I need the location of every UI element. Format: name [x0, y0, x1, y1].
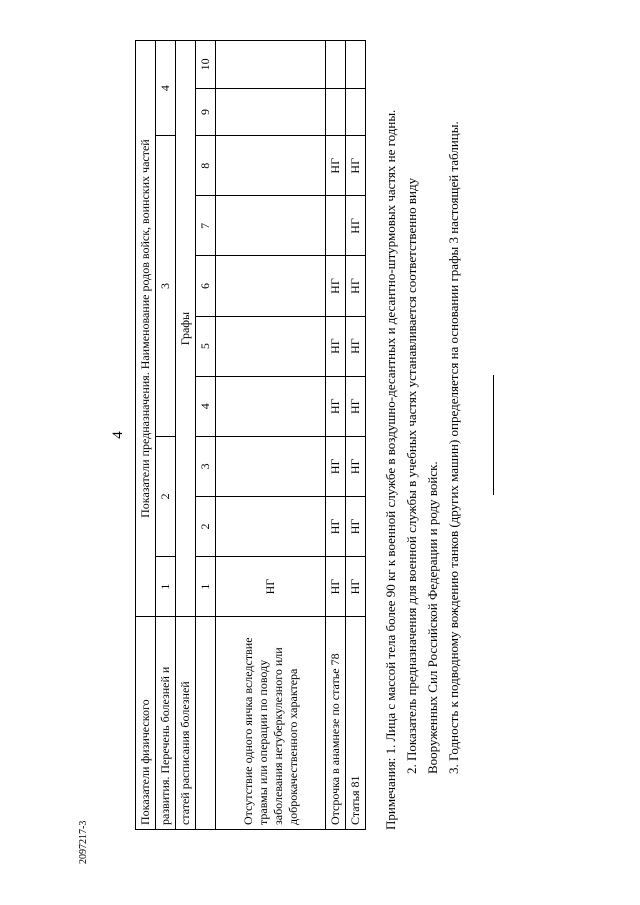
ra-c7 — [216, 196, 326, 256]
hn-6: 6 — [196, 256, 216, 316]
hdr-g1: 1 — [156, 557, 176, 617]
r78-c3: НГ — [326, 436, 346, 496]
r78-c2: НГ — [326, 496, 346, 556]
r81-c1: НГ — [346, 557, 366, 617]
r78-c1: НГ — [326, 557, 346, 617]
r78-c8: НГ — [326, 136, 346, 196]
hdr-label-3: статей расписания болезней — [176, 617, 196, 830]
hn-8: 8 — [196, 136, 216, 196]
ra-c6 — [216, 256, 326, 316]
note-2a: 2. Показатель предназначения для военной… — [403, 40, 422, 830]
ra-c9 — [216, 88, 326, 136]
r78-c9 — [326, 88, 346, 136]
page-number: 4 — [110, 40, 127, 830]
r78-c10 — [326, 41, 346, 89]
row-absence: Отсутствие одного яичка вследствие травм… — [216, 41, 326, 830]
r78-c6: НГ — [326, 256, 346, 316]
r81-c5: НГ — [346, 316, 366, 376]
r81-c4: НГ — [346, 376, 366, 436]
r81-c3: НГ — [346, 436, 366, 496]
notes-lead: Примечания: — [383, 758, 398, 830]
hn-4: 4 — [196, 376, 216, 436]
hn-9: 9 — [196, 88, 216, 136]
r78-c7 — [326, 196, 346, 256]
row-78: Отсрочка в анамнезе по статье 78 НГ НГ Н… — [326, 41, 346, 830]
hn-10: 10 — [196, 41, 216, 89]
hdr-span-title: Показатели предназначения. Наименование … — [136, 41, 156, 617]
notes: Примечания: 1. Лица с массой тела более … — [382, 40, 463, 830]
r81-c6: НГ — [346, 256, 366, 316]
hdr-g4: 4 — [156, 41, 176, 136]
row-81: Статья 81 НГ НГ НГ НГ НГ НГ НГ НГ — [346, 41, 366, 830]
r81-c2: НГ — [346, 496, 366, 556]
hdr-grafy: Графы — [176, 41, 196, 617]
hdr-label-1: Показатели физического — [136, 617, 156, 830]
row-81-label: Статья 81 — [346, 617, 366, 830]
hn-5: 5 — [196, 316, 216, 376]
hdr-g3: 3 — [156, 136, 176, 437]
ra-c3 — [216, 436, 326, 496]
divider — [493, 375, 494, 495]
hn-7: 7 — [196, 196, 216, 256]
note-1: 1. Лица с массой тела более 90 кг к воен… — [383, 110, 398, 755]
row-absence-label: Отсутствие одного яичка вследствие травм… — [216, 617, 326, 830]
r81-c7: НГ — [346, 196, 366, 256]
ra-c5 — [216, 316, 326, 376]
ra-c2 — [216, 496, 326, 556]
footer-code: 2097217-3 — [78, 821, 89, 864]
hdr-label-2: развития. Перечень болезней и — [156, 617, 176, 830]
hdr-g2: 2 — [156, 436, 176, 556]
row-78-label: Отсрочка в анамнезе по статье 78 — [326, 617, 346, 830]
ra-c1: НГ — [216, 557, 326, 617]
hdr-nums-blank — [196, 617, 216, 830]
hn-1: 1 — [196, 557, 216, 617]
r78-c4: НГ — [326, 376, 346, 436]
hn-3: 3 — [196, 436, 216, 496]
r81-c8: НГ — [346, 136, 366, 196]
note-3: 3. Годность к подводному вождению танков… — [445, 40, 464, 830]
r78-c5: НГ — [326, 316, 346, 376]
main-table: Показатели физического Показатели предна… — [135, 40, 366, 830]
ra-c8 — [216, 136, 326, 196]
note-2b: Вооруженных Сил Российской Федерации и р… — [424, 40, 443, 830]
hn-2: 2 — [196, 496, 216, 556]
ra-c10 — [216, 41, 326, 89]
r81-c9 — [346, 88, 366, 136]
ra-c4 — [216, 376, 326, 436]
r81-c10 — [346, 41, 366, 89]
